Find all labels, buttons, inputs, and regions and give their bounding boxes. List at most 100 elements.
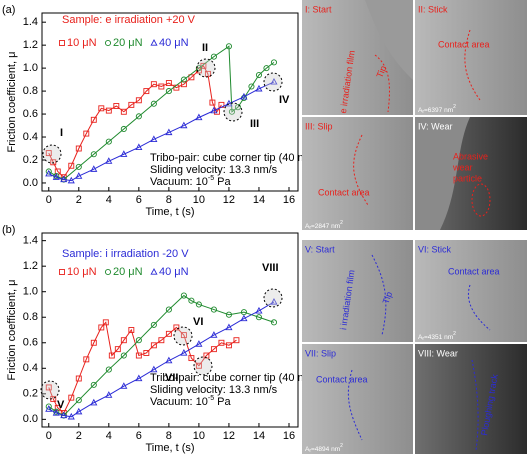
marker: [135, 113, 142, 120]
image-panels: I: Start e irradiation film Tip II: Stic…: [302, 0, 527, 454]
panel-label: particle: [453, 173, 482, 183]
marker: [165, 128, 173, 136]
y-tick-label: 0.8: [23, 311, 38, 323]
marker: [150, 365, 158, 373]
tem-image: [415, 240, 527, 342]
marker: [90, 398, 98, 406]
marker: [75, 163, 82, 170]
marker: [108, 352, 115, 359]
marker: [255, 306, 263, 314]
area-label: Ar=4894 nm2: [305, 443, 343, 454]
y-axis-title: Friction coefficient, μ: [6, 52, 18, 153]
plot-frame: [41, 232, 299, 428]
marker: [59, 40, 65, 46]
marker: [180, 76, 187, 83]
marker: [218, 339, 225, 346]
marker: [68, 394, 75, 401]
y-tick-label: 1.4: [23, 235, 38, 247]
marker: [270, 59, 278, 66]
particle-outline: [471, 183, 491, 217]
y-tick-label: 1.0: [23, 62, 38, 74]
x-axis-title: Time, t (s): [145, 206, 194, 218]
marker: [135, 143, 143, 151]
marker: [209, 99, 216, 106]
marker: [120, 125, 127, 133]
marker: [150, 81, 157, 88]
tem-image: [415, 344, 527, 454]
marker: [105, 107, 112, 114]
marker: [52, 409, 60, 416]
marker: [225, 323, 233, 331]
panel-label: Tip: [375, 64, 389, 79]
marker: [210, 306, 217, 313]
marker: [173, 324, 180, 331]
area-sub: r: [309, 225, 311, 231]
panel-header: VII: Slip: [305, 348, 336, 358]
marker: [114, 346, 121, 353]
marker: [195, 301, 202, 308]
marker: [195, 340, 203, 347]
note: Sliding velocity: 13.3 nm/s: [150, 164, 278, 176]
panel-label: Tip: [381, 290, 395, 305]
legend-label: 20 μN: [113, 266, 143, 278]
marker: [90, 151, 97, 158]
area-sup: 2: [340, 220, 343, 226]
y-tick-label: 1.4: [23, 16, 38, 28]
marker: [120, 352, 127, 359]
y-tick-label: 0.0: [23, 413, 38, 425]
chart-title: Sample: i irradiation -20 V: [62, 248, 189, 260]
marker: [165, 306, 172, 313]
area-sup: 2: [453, 104, 456, 110]
annotation-circle: [173, 326, 193, 346]
area-label: Ar=4351 nm2: [418, 331, 456, 342]
marker: [67, 176, 75, 184]
area-symbol: A: [305, 223, 310, 230]
marker: [255, 84, 263, 92]
y-tick-label: 0.2: [23, 388, 38, 400]
series-line: [48, 64, 222, 178]
panel-header: II: Stick: [418, 4, 448, 14]
area-sub: r: [422, 109, 424, 115]
note: Tribo-pair: cube corner tip (40 nm): [150, 372, 317, 384]
legend-label: 10 μN: [67, 37, 97, 49]
film-region: [365, 0, 413, 80]
tem-image: [302, 117, 413, 230]
panel-label: Abrasive: [453, 151, 488, 161]
annotation: V: [57, 399, 65, 411]
marker: [90, 165, 98, 172]
annotation-circle: [196, 58, 216, 78]
legend-label: 40 μN: [159, 266, 189, 278]
marker: [180, 81, 187, 88]
marker: [113, 103, 120, 109]
annotation-circle: [193, 356, 213, 376]
tem-image: [302, 344, 413, 454]
tip-outline: [347, 369, 363, 441]
x-tick-label: 8: [166, 194, 172, 206]
x-tick-label: 6: [136, 430, 142, 442]
annotation-circle: [40, 380, 60, 400]
marker: [255, 71, 263, 79]
series-line: [48, 45, 275, 181]
charts: (a) 0.0 0.2 0.4 0.6 0.8 1.0 1.2 1.4 0 2 4 6 8 10 12 14 16…: [2, 4, 317, 454]
marker: [255, 314, 263, 321]
x-tick-label: 16: [283, 430, 295, 442]
panel-label: Contact area: [448, 266, 500, 276]
marker: [90, 381, 97, 388]
y-tick-label: 0.4: [23, 131, 38, 143]
y-axis-title: Friction coefficient, μ: [6, 280, 18, 381]
marker: [158, 83, 165, 90]
marker: [248, 83, 255, 90]
tip-outline: [374, 54, 390, 113]
note: Vacuum: 10-5 Pa: [150, 395, 232, 408]
annotation: VIII: [262, 262, 279, 274]
marker: [59, 269, 65, 275]
marker: [60, 411, 68, 419]
note: Tribo-pair: cube corner tip (40 nm): [150, 152, 317, 164]
marker: [150, 39, 158, 46]
area-symbol: A: [418, 334, 423, 341]
legend-label: 10 μN: [67, 266, 97, 278]
y-tick-label: 1.2: [23, 260, 38, 272]
legend-label: 20 μN: [113, 37, 143, 49]
wear-region: [415, 117, 470, 230]
